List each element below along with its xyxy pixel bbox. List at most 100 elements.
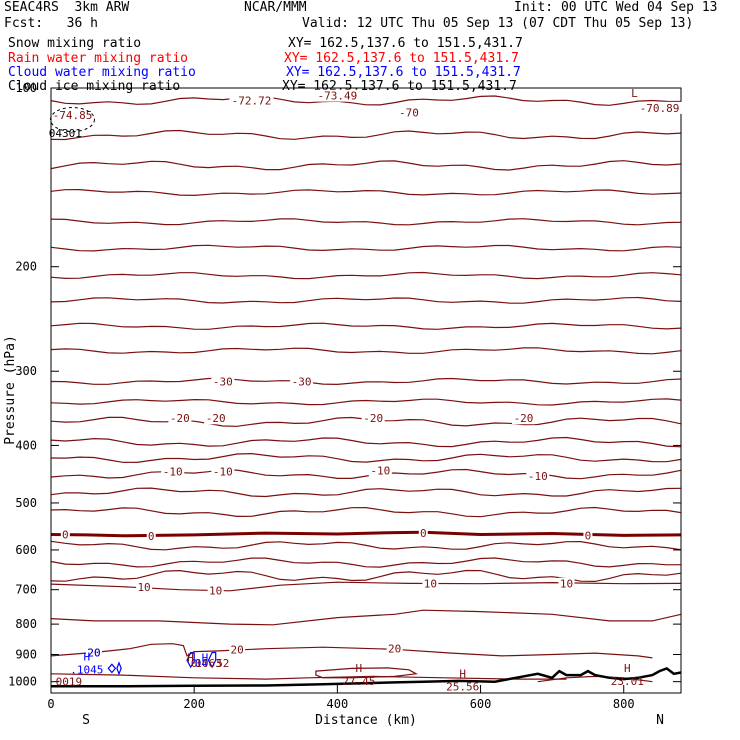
contour-mark: H xyxy=(202,651,209,664)
contour-mark: 04301 xyxy=(49,127,82,140)
field-name-snow: Snow mixing ratio xyxy=(8,36,142,51)
isotherm-label: 20 xyxy=(231,643,244,656)
isotherm-label: -10 xyxy=(163,466,183,479)
isotherm-line xyxy=(50,188,682,197)
isotherm-line xyxy=(50,452,682,464)
isotherm-line xyxy=(50,398,682,406)
isotherm-line xyxy=(50,377,682,386)
cloud-water-contour xyxy=(116,661,122,676)
isotherm-label: -20 xyxy=(206,412,226,425)
field-xy-snow: XY= 162.5,137.6 to 151.5,431.7 xyxy=(288,36,523,51)
isotherm-label: 10 xyxy=(137,581,150,594)
north-end-label: N xyxy=(656,713,664,728)
contour-mark: 1063 xyxy=(195,657,222,670)
isotherm-line xyxy=(50,322,682,330)
field-name-rain: Rain water mixing ratio xyxy=(8,51,189,66)
isotherm-label-bg xyxy=(361,412,385,425)
isotherm-label: 0 xyxy=(585,529,592,542)
high-marker: H xyxy=(624,662,631,675)
isotherm-label-bg xyxy=(146,529,156,542)
high-value: 23.01 xyxy=(611,675,644,688)
forecast-hour: Fcst: 36 h xyxy=(4,16,98,31)
y-tick-label: 1000 xyxy=(8,675,37,689)
field-xy-cloud-ice: XY= 162.5,137.6 to 151.5,431.7 xyxy=(282,79,517,94)
isotherm-line xyxy=(50,244,682,252)
plot-frame xyxy=(50,87,682,694)
isotherm-label: -30 xyxy=(213,375,233,388)
isotherm-line xyxy=(50,218,682,226)
x-tick-label: 400 xyxy=(327,697,349,711)
isotherm-label: 10 xyxy=(424,578,437,591)
isotherm-label: -70.89 xyxy=(640,102,680,115)
y-tick-label: 700 xyxy=(15,583,37,597)
isotherm-label-bg xyxy=(204,412,228,425)
isotherm-label-bg xyxy=(229,643,246,656)
isotherm-label-bg xyxy=(386,642,403,655)
high-marker: H xyxy=(356,662,363,675)
contour-mark: H xyxy=(187,651,194,664)
isotherm-label-bg xyxy=(418,527,428,540)
org-title: NCAR/MMM xyxy=(244,0,307,15)
isotherm-label: 0 xyxy=(62,528,69,541)
field-name-cloud-water: Cloud water mixing ratio xyxy=(8,65,196,80)
isotherm-line xyxy=(50,557,682,568)
high-marker: H xyxy=(459,668,466,681)
y-tick-label: 400 xyxy=(15,438,37,452)
isotherm-line xyxy=(50,468,682,480)
high-value: .1045 xyxy=(70,663,103,676)
y-tick-label: 200 xyxy=(15,260,37,274)
isotherm-label-bg xyxy=(583,529,593,542)
high-value: 27.45 xyxy=(342,675,375,688)
freezing-level-line xyxy=(50,530,682,538)
model-title: SEAC4RS 3km ARW xyxy=(4,0,130,15)
y-axis-label: Pressure (hPa) xyxy=(3,335,18,445)
terrain-line xyxy=(51,666,682,688)
isotherm-label: 20 xyxy=(388,643,401,656)
isotherm-label-bg xyxy=(211,465,235,478)
isotherm-label-bg xyxy=(136,581,153,594)
cloud-water-contour xyxy=(107,663,117,674)
low-circle xyxy=(49,107,95,133)
y-tick-label: 600 xyxy=(15,543,37,557)
isotherm-label-bg xyxy=(637,101,682,114)
isotherm-label-bg xyxy=(512,412,535,425)
isotherm-label-bg xyxy=(60,528,70,541)
high-value: 25.56 xyxy=(446,681,479,694)
plot-border xyxy=(50,87,682,694)
isotherm-label: 10 xyxy=(560,578,573,591)
isotherm-line xyxy=(50,296,682,304)
low-marker: L xyxy=(631,87,638,100)
isotherm-label-bg xyxy=(207,584,224,597)
isotherm-label: -73.49 xyxy=(317,90,357,103)
isotherm-line xyxy=(50,540,682,551)
isotherm-label-bg xyxy=(558,577,575,590)
isotherm-label-bg xyxy=(290,375,314,388)
field-xy-rain: XY= 162.5,137.6 to 151.5,431.7 xyxy=(284,51,519,66)
isotherm-label: -70 xyxy=(399,107,419,120)
isotherm-label-bg xyxy=(168,412,192,425)
isotherm-label: 0 xyxy=(420,527,427,540)
isotherm-label: -20 xyxy=(363,412,383,425)
isotherm-label: -10 xyxy=(528,470,548,483)
isotherm-label-bg xyxy=(397,106,421,119)
isotherm-line xyxy=(50,487,682,498)
contour-layer xyxy=(50,95,682,688)
y-tick-label: 900 xyxy=(15,647,37,661)
isotherm-line xyxy=(50,160,682,171)
x-tick-label: 800 xyxy=(613,697,635,711)
isotherm-label-bg xyxy=(211,375,235,388)
y-tick-label: 800 xyxy=(15,617,37,631)
contour-mark: 20 xyxy=(87,646,100,659)
y-tick-label: 500 xyxy=(15,496,37,510)
isotherm-label: 20 xyxy=(87,646,100,659)
isotherm-label: -10 xyxy=(213,466,233,479)
isotherm-10-line xyxy=(50,581,682,592)
isotherm-line xyxy=(50,569,682,583)
high-marker: H xyxy=(83,650,90,663)
isotherm-label: -10 xyxy=(370,465,390,478)
warm-pool-contour xyxy=(315,667,418,679)
contour-mark: 52 xyxy=(216,657,229,670)
isotherm-line xyxy=(50,95,682,106)
